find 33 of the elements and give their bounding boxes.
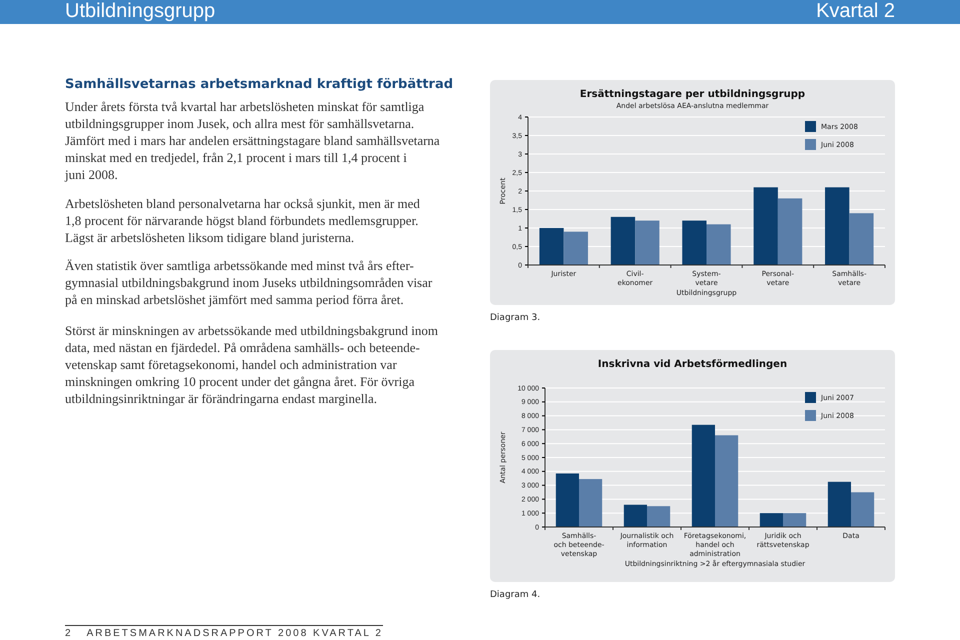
text: Kvartal 2 — [816, 0, 895, 23]
bar — [828, 482, 851, 527]
bar — [682, 220, 706, 265]
bar — [754, 187, 778, 265]
text: Diagram 3. — [490, 313, 540, 323]
bar — [539, 228, 564, 265]
bar — [851, 492, 874, 527]
text: Utbildningsgrupp — [65, 0, 216, 23]
bar — [825, 187, 850, 265]
bar — [715, 435, 738, 527]
bar — [624, 504, 647, 527]
bar — [760, 513, 783, 527]
text: ARBETSMARKNADSRAPPORT 2008 KVARTAL 2 — [86, 628, 383, 639]
bar — [564, 232, 588, 265]
bar — [778, 198, 802, 265]
bar — [783, 513, 806, 527]
text: Diagram 4. — [490, 590, 540, 600]
bar — [579, 479, 602, 527]
text: Störst är minskningen av arbetssökande med utbildningsbakgrund inom data, med nästan en fjärdedel. På områdena samhälls- och beteende- vetenskap samt företagsekonomi, handel och administration var minskningen omkring 10 procent under det gångna året. För övriga utbildningsinriktningar är förändringarna endast marginella. — [65, 322, 439, 407]
bar — [610, 216, 636, 265]
text: Arbetslösheten bland personalvetarna har också sjunkit, men är med 1,8 procent för närvarande högst bland förbundets medlemsgrupper. Lägst är arbetslösheten liksom tidigare bland juristerna. — [65, 195, 421, 246]
text: 2 — [65, 628, 73, 639]
chart-title: Ersättningstagare per utbildningsgrupp — [580, 89, 806, 100]
text: Även statistik över samtliga arbetssökande med minst två års efter- gymnasial utbildningsbakgrund inom Juseks utbildningsområden visar på en minskad arbetslöshet jämfört med samma period förra året. — [65, 257, 434, 308]
bar — [849, 213, 874, 265]
bar — [706, 224, 731, 265]
text: Samhällsvetarnas arbetsmarknad kraftigt förbättrad — [65, 77, 454, 92]
bar — [635, 220, 660, 265]
text: Under årets första två kvartal har arbetslösheten minskat för samtliga utbildningsgrupper inom Jusek, och allra mest för samhällsvetarna. Jämfört med i mars har andelen ersättningstagare bland samhällsvetarna minskat med en tredjedel, från 2,1 procent i mars till 1,4 procent i juni 2008. — [65, 98, 441, 183]
chart-title: Inskrivna vid Arbetsförmedlingen — [598, 359, 788, 370]
bar — [647, 506, 670, 527]
bar — [556, 473, 579, 527]
bar — [692, 424, 715, 527]
